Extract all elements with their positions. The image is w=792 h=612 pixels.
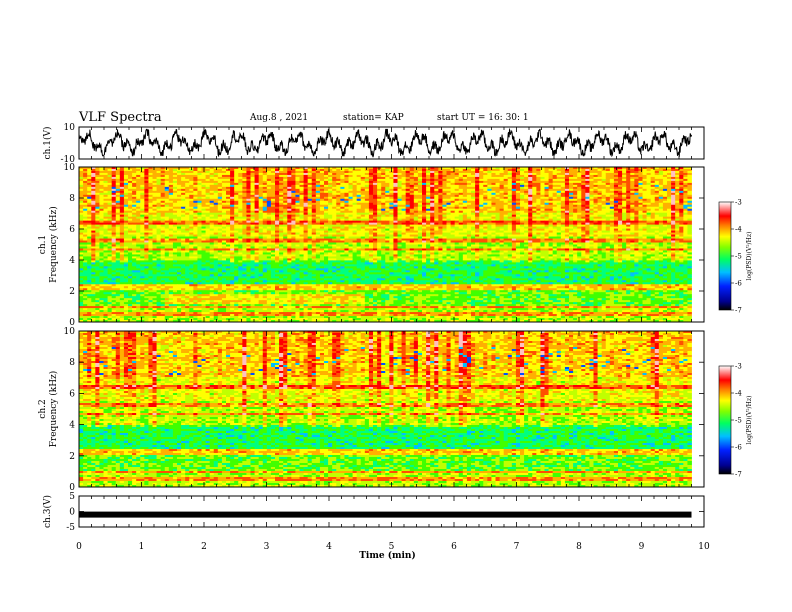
ch1-spectrogram <box>79 167 692 322</box>
vlf-figure: 10-100246810024681050-5ch.1(V)ch.1 Freque… <box>0 0 792 612</box>
